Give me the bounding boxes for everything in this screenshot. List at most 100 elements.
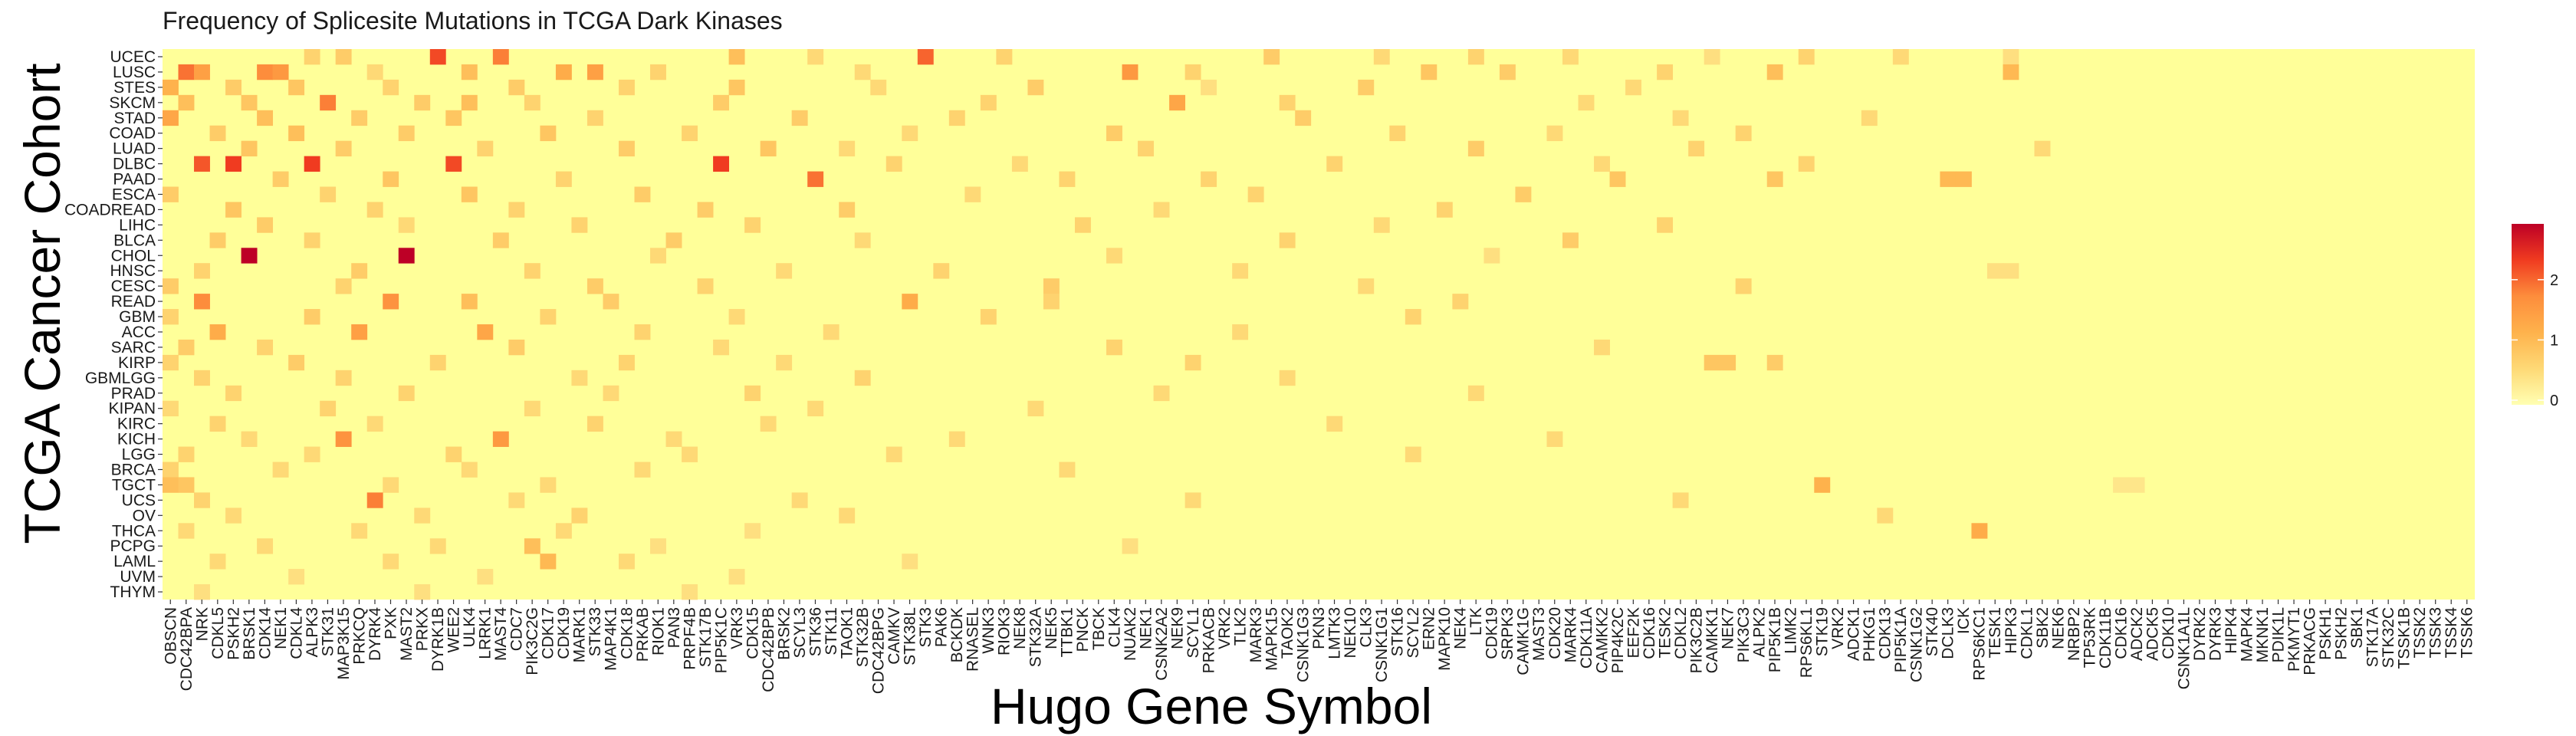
heatmap-cell <box>948 431 965 447</box>
x-tick-label: CSNK2A2 <box>1153 607 1171 681</box>
y-tick-label: UCEC <box>110 48 156 66</box>
x-tick-label: ICK <box>1955 607 1973 634</box>
y-tick-label: BLCA <box>113 232 156 249</box>
x-tick-label: CDC42BPA <box>178 607 196 691</box>
heatmap-cell <box>1074 217 1091 233</box>
heatmap-cell <box>1515 186 1532 202</box>
heatmap-cell <box>351 324 368 340</box>
heatmap-cell <box>178 477 195 493</box>
heatmap-cell <box>540 125 557 142</box>
x-tick-label: WNK3 <box>980 607 997 654</box>
heatmap-cell <box>163 309 179 325</box>
x-tick-label: CDKL2 <box>1672 607 1690 659</box>
x-tick-label: STK32A <box>1027 607 1045 667</box>
heatmap-cell <box>650 538 666 554</box>
heatmap-cell <box>618 354 635 371</box>
legend-tick-label: 2 <box>2550 272 2558 289</box>
x-tick-label: CDK11A <box>1578 607 1595 669</box>
heatmap-cell <box>194 370 210 386</box>
heatmap-cell <box>304 309 320 325</box>
heatmap-cell <box>335 431 352 447</box>
x-axis-title: Hugo Gene Symbol <box>991 678 1432 734</box>
x-tick-label: SCYL2 <box>1405 607 1422 659</box>
heatmap-cell <box>650 64 666 80</box>
x-tick-label: STK17B <box>697 607 715 667</box>
x-tick-label: NEK1 <box>1137 607 1155 649</box>
heatmap-cell <box>902 554 918 570</box>
x-axis-ticks: OBSCNCDC42BPANRKCDKL5PSKH2BRSK1CDK14NEK1… <box>162 600 2476 694</box>
legend-tick-label: 0 <box>2550 393 2558 409</box>
heatmap-cell <box>288 569 305 585</box>
heatmap-cell <box>1011 156 1028 172</box>
x-tick-label: SBK2 <box>2034 607 2052 649</box>
heatmap-cell <box>665 431 682 447</box>
x-tick-label: PSKH2 <box>2333 607 2351 660</box>
x-tick-label: STK19 <box>1814 607 1832 656</box>
heatmap-cell <box>791 110 808 127</box>
y-tick-label: PAAD <box>113 171 156 189</box>
heatmap-cell <box>682 584 698 600</box>
heatmap-cell <box>634 324 651 340</box>
y-tick-label: BRCA <box>111 461 156 478</box>
x-tick-label: CDC7 <box>508 607 526 651</box>
heatmap-cell <box>1373 217 1390 233</box>
x-tick-label: SBK1 <box>2348 607 2366 649</box>
heatmap-cell <box>320 400 337 417</box>
y-tick-label: KIPAN <box>109 400 156 418</box>
heatmap-cell <box>902 125 918 142</box>
heatmap-cell <box>225 385 242 402</box>
x-tick-label: CDK15 <box>744 607 761 659</box>
heatmap-cell <box>477 569 494 585</box>
x-tick-label: MKNK1 <box>2254 607 2272 662</box>
x-tick-label: MAP3K15 <box>335 607 353 680</box>
heatmap-cell <box>618 554 635 570</box>
heatmap-cell <box>272 171 289 187</box>
y-tick-label: READ <box>111 293 156 310</box>
y-tick-label: DLBC <box>113 156 156 173</box>
x-tick-label: TSSK4 <box>2443 607 2460 659</box>
heatmap-background <box>163 49 2475 600</box>
heatmap-cell <box>1153 202 1170 218</box>
x-tick-label: PAN3 <box>665 607 683 648</box>
heatmap-cell <box>540 477 557 493</box>
heatmap-cell <box>163 186 179 202</box>
heatmap-cell <box>1043 294 1060 310</box>
heatmap-cell <box>461 462 478 478</box>
heatmap-cell <box>429 354 446 371</box>
x-tick-label: PRPF4B <box>681 607 698 670</box>
heatmap-cell <box>586 64 603 80</box>
y-axis-title: TCGA Cancer Cohort <box>14 63 71 544</box>
x-tick-label: CDK20 <box>1546 607 1564 659</box>
heatmap-cell <box>366 492 383 508</box>
heatmap-cell <box>1106 339 1122 356</box>
x-tick-label: CSNK1A1L <box>2175 607 2193 689</box>
heatmap-cell <box>823 324 840 340</box>
heatmap-cell <box>1358 79 1375 96</box>
heatmap-cell <box>1452 294 1469 310</box>
heatmap-cell <box>1405 446 1421 462</box>
heatmap-cell <box>1027 400 1044 417</box>
heatmap-cell <box>1184 64 1201 80</box>
x-tick-label: WEE2 <box>445 607 463 653</box>
heatmap-cell <box>760 416 777 432</box>
heatmap-cell <box>225 79 242 96</box>
x-tick-label: HIPK3 <box>2003 607 2020 654</box>
heatmap-cell <box>383 294 399 310</box>
heatmap-cell <box>854 232 871 248</box>
heatmap-cell <box>1389 125 1406 142</box>
x-tick-label: BRSK1 <box>241 607 258 660</box>
heatmap-cell <box>650 248 666 264</box>
heatmap-cell <box>948 110 965 127</box>
x-tick-label: PRKACG <box>2302 607 2319 675</box>
heatmap-cell <box>1405 309 1421 325</box>
x-tick-label: RPS6KC1 <box>1971 607 1989 681</box>
heatmap-cell <box>477 324 494 340</box>
heatmap-cell <box>1594 339 1610 356</box>
x-tick-label: DYRK4 <box>366 607 384 661</box>
heatmap-cell <box>225 202 242 218</box>
heatmap-cell <box>1247 186 1264 202</box>
heatmap-cell <box>1546 431 1563 447</box>
y-tick-label: UCS <box>122 491 156 509</box>
x-tick-label: HIPK4 <box>2223 607 2240 654</box>
heatmap-cell <box>1814 477 1831 493</box>
